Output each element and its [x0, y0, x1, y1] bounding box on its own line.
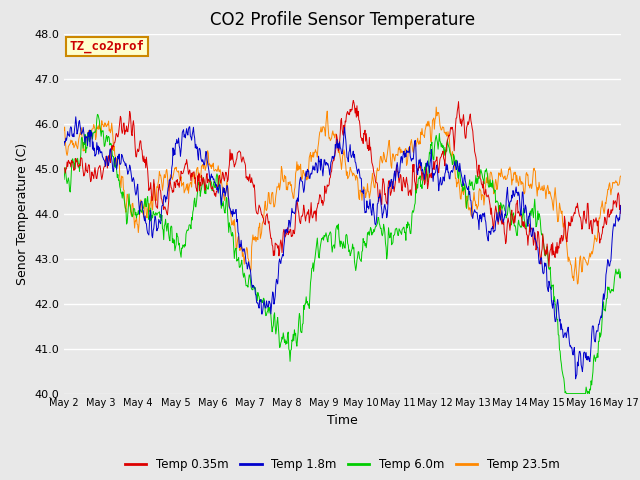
- Y-axis label: Senor Temperature (C): Senor Temperature (C): [16, 143, 29, 285]
- Text: TZ_co2prof: TZ_co2prof: [70, 40, 145, 53]
- X-axis label: Time: Time: [327, 414, 358, 427]
- Title: CO2 Profile Sensor Temperature: CO2 Profile Sensor Temperature: [210, 11, 475, 29]
- Legend: Temp 0.35m, Temp 1.8m, Temp 6.0m, Temp 23.5m: Temp 0.35m, Temp 1.8m, Temp 6.0m, Temp 2…: [120, 454, 564, 476]
